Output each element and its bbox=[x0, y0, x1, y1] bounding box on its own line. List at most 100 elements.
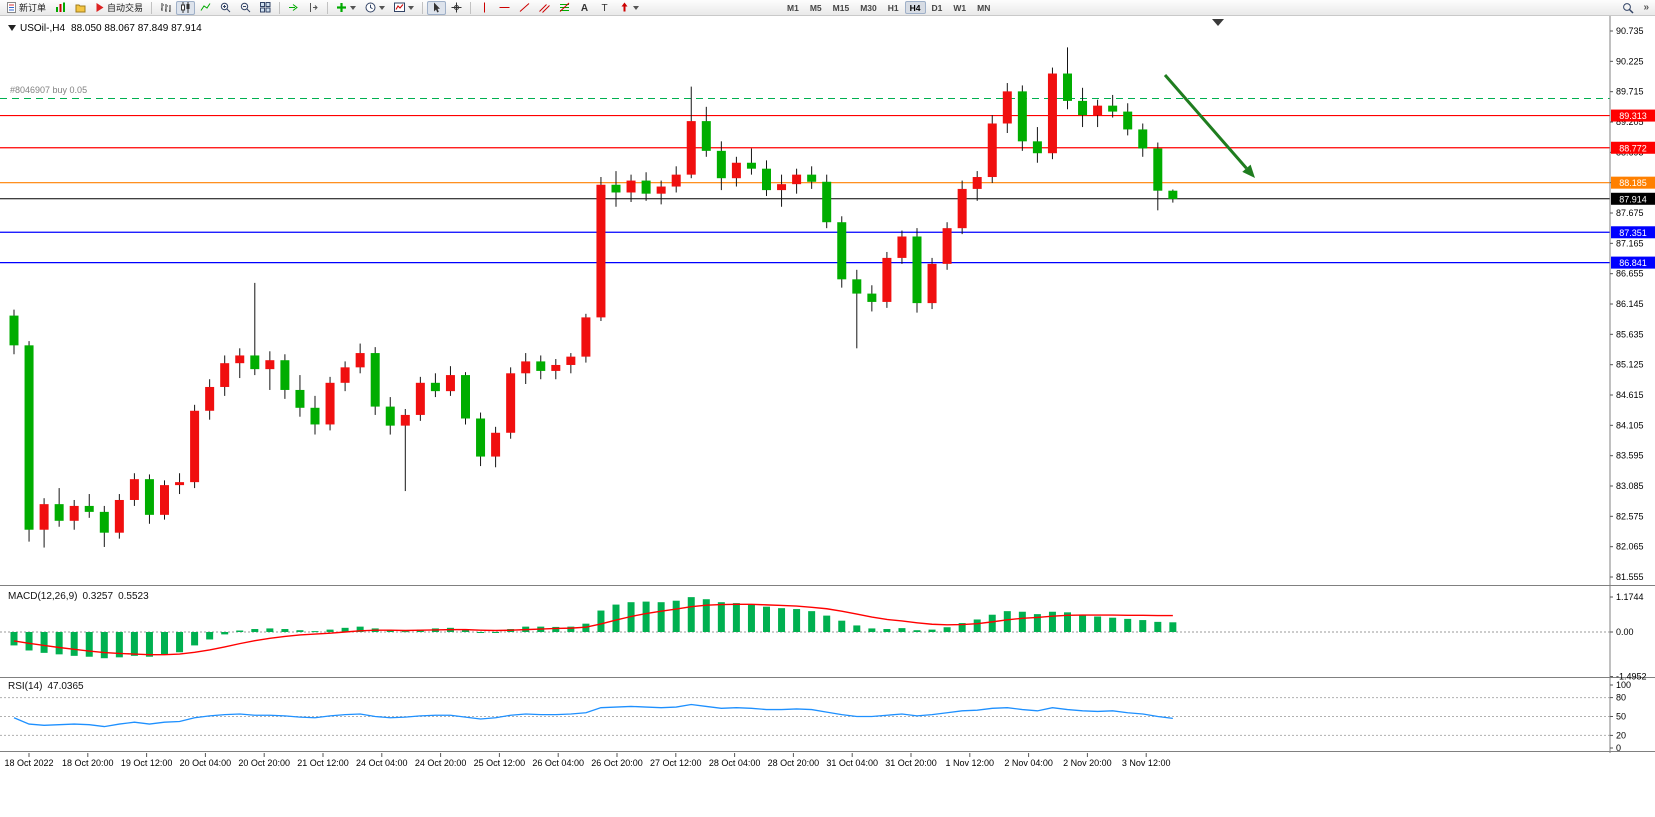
candle-body bbox=[175, 482, 185, 486]
autotrading-button[interactable]: 自动交易 bbox=[91, 1, 147, 15]
new-chart-button[interactable] bbox=[51, 1, 70, 15]
candle-body bbox=[641, 180, 651, 194]
macd-scale-label: 1.1744 bbox=[1616, 592, 1644, 602]
macd-bar bbox=[732, 603, 740, 632]
timeframe-button-M30[interactable]: M30 bbox=[855, 1, 882, 14]
candle-body bbox=[295, 389, 305, 408]
label-button[interactable]: T bbox=[595, 1, 614, 15]
macd-bar bbox=[717, 602, 725, 632]
templates-button[interactable] bbox=[390, 1, 418, 15]
price-tick-label: 87.675 bbox=[1616, 208, 1644, 218]
candlestick-chart-button[interactable] bbox=[176, 0, 196, 15]
trendline-button[interactable] bbox=[515, 1, 534, 15]
auto-scroll-button[interactable] bbox=[284, 1, 303, 15]
chart-canvas[interactable]: 90.73590.22589.71589.20588.69588.18587.6… bbox=[0, 16, 1655, 817]
candle-body bbox=[611, 184, 621, 193]
candle-body bbox=[656, 186, 666, 194]
zoom-in-button[interactable] bbox=[216, 1, 235, 15]
profiles-button[interactable] bbox=[71, 1, 90, 15]
line-chart-button[interactable] bbox=[196, 1, 215, 15]
new-order-label: 新订单 bbox=[19, 3, 47, 13]
timeframe-button-M5[interactable]: M5 bbox=[805, 1, 827, 14]
zoom-out-icon bbox=[240, 2, 251, 13]
candle-body bbox=[190, 410, 200, 483]
vertical-line-button[interactable] bbox=[475, 1, 494, 15]
macd-bar bbox=[1139, 620, 1147, 632]
macd-bar bbox=[341, 627, 349, 632]
zoom-out-button[interactable] bbox=[236, 1, 255, 15]
candle-body bbox=[461, 375, 470, 419]
cursor-button[interactable] bbox=[427, 0, 447, 15]
candle-body bbox=[1032, 141, 1042, 154]
price-tick-label: 86.655 bbox=[1616, 269, 1644, 279]
candle-body bbox=[310, 407, 320, 425]
macd-bar bbox=[115, 632, 123, 658]
macd-bar bbox=[687, 597, 695, 632]
macd-bar bbox=[55, 632, 63, 655]
price-label-chip bbox=[1611, 141, 1655, 154]
text-button[interactable]: A bbox=[575, 1, 594, 15]
time-tick-label: 28 Oct 20:00 bbox=[768, 758, 820, 768]
candle-body bbox=[220, 363, 230, 387]
macd-bar bbox=[883, 629, 891, 632]
dropdown-caret-icon bbox=[379, 5, 386, 10]
search-button[interactable] bbox=[1618, 1, 1638, 15]
fibonacci-icon bbox=[559, 2, 570, 12]
candle-body bbox=[957, 188, 967, 229]
macd-bar bbox=[1094, 616, 1102, 632]
macd-bar bbox=[702, 599, 710, 632]
rsi-line bbox=[13, 703, 1173, 728]
candle-body bbox=[837, 222, 847, 280]
chart-background bbox=[0, 16, 1655, 817]
toolbar-overflow-button[interactable]: » bbox=[1639, 1, 1653, 15]
chart-shift-button[interactable] bbox=[304, 1, 323, 15]
crosshair-button[interactable] bbox=[447, 1, 466, 15]
timeframe-button-H4[interactable]: H4 bbox=[904, 1, 926, 14]
autotrading-icon bbox=[96, 3, 104, 12]
trend-arrow-line[interactable] bbox=[1163, 74, 1248, 170]
toolbar-separator bbox=[151, 1, 153, 14]
macd-bar bbox=[176, 632, 184, 653]
bar-chart-button[interactable] bbox=[156, 1, 175, 15]
indicators-icon bbox=[337, 3, 347, 12]
timeframe-button-W1[interactable]: W1 bbox=[948, 1, 971, 14]
rsi-scale-label: 0 bbox=[1616, 743, 1621, 753]
chart-shift-marker[interactable] bbox=[1212, 19, 1224, 26]
time-scale[interactable]: 18 Oct 2022 18 Oct 20:00 19 Oct 12:00 20 Oc… bbox=[4, 753, 1170, 768]
timeframe-button-H1[interactable]: H1 bbox=[883, 1, 904, 14]
zoom-in-icon bbox=[220, 2, 231, 13]
horizontal-line-button[interactable] bbox=[495, 1, 514, 15]
timeframe-button-M15[interactable]: M15 bbox=[828, 1, 855, 14]
macd-bar bbox=[462, 629, 469, 632]
toolbar-separator bbox=[279, 1, 281, 14]
fibonacci-button[interactable] bbox=[555, 1, 574, 15]
price-tick-label: 83.595 bbox=[1616, 451, 1644, 461]
indicators-button[interactable] bbox=[332, 1, 360, 15]
text-tool-icon: A bbox=[581, 3, 588, 13]
timeframe-button-MN[interactable]: MN bbox=[972, 1, 995, 14]
candle-body bbox=[1002, 91, 1012, 124]
trendline-icon bbox=[519, 3, 530, 12]
candle-body bbox=[1063, 73, 1072, 101]
macd-bar bbox=[1064, 612, 1071, 632]
macd-bar bbox=[597, 610, 605, 632]
trend-arrow-head[interactable] bbox=[1242, 164, 1255, 178]
channel-button[interactable] bbox=[535, 1, 554, 15]
time-tick-label: 19 Oct 12:00 bbox=[121, 758, 173, 768]
new-order-button[interactable]: 新订单 bbox=[2, 1, 50, 15]
candle-body bbox=[596, 184, 606, 318]
macd-bar bbox=[1018, 611, 1026, 632]
macd-bar bbox=[958, 623, 966, 632]
tile-windows-button[interactable] bbox=[256, 1, 275, 15]
price-scale[interactable]: 90.73590.22589.71589.20588.69588.18587.6… bbox=[1610, 26, 1644, 582]
macd-bar bbox=[492, 632, 500, 633]
candle-body bbox=[355, 353, 365, 368]
chart-plot-area[interactable] bbox=[0, 16, 1610, 585]
periods-button[interactable] bbox=[361, 1, 389, 15]
candle-body bbox=[250, 355, 260, 370]
arrows-button[interactable] bbox=[615, 1, 643, 15]
macd-bar bbox=[100, 632, 108, 659]
price-tick-label: 87.165 bbox=[1616, 238, 1644, 248]
timeframe-button-D1[interactable]: D1 bbox=[927, 1, 948, 14]
timeframe-button-M1[interactable]: M1 bbox=[782, 1, 804, 14]
